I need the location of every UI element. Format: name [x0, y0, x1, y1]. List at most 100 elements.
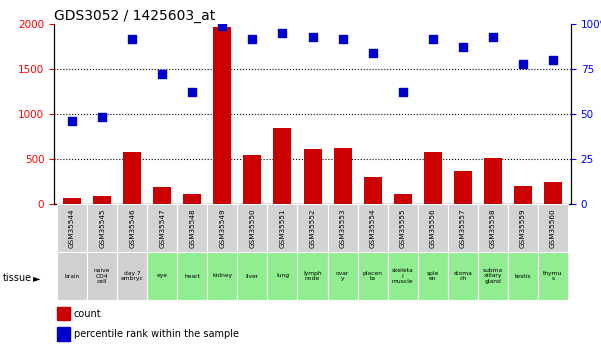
Text: stoma
ch: stoma ch: [453, 270, 472, 282]
Bar: [424, 152, 442, 204]
Text: GSM35546: GSM35546: [129, 208, 135, 247]
Text: GSM35560: GSM35560: [550, 208, 556, 247]
Point: [218, 23, 227, 29]
Bar: [304, 149, 322, 204]
Bar: [147, 252, 177, 300]
Bar: [538, 204, 568, 252]
Text: testis: testis: [514, 274, 531, 278]
Bar: [237, 204, 267, 252]
Bar: [153, 187, 171, 204]
Bar: [514, 186, 532, 204]
Bar: [56, 307, 70, 320]
Text: GSM35559: GSM35559: [520, 208, 526, 247]
Bar: [364, 177, 382, 204]
Text: lung: lung: [276, 274, 289, 278]
Bar: [328, 252, 358, 300]
Bar: [123, 152, 141, 204]
Point: [518, 61, 528, 66]
Text: GSM35545: GSM35545: [99, 208, 105, 247]
Point: [488, 34, 498, 39]
Text: subma
xillary
gland: subma xillary gland: [483, 268, 503, 284]
Point: [188, 90, 197, 95]
Point: [308, 34, 317, 39]
Bar: [93, 196, 111, 204]
Text: GSM35558: GSM35558: [490, 208, 496, 247]
Bar: [478, 204, 508, 252]
Text: brain: brain: [64, 274, 80, 278]
Bar: [243, 155, 261, 204]
Bar: [544, 182, 562, 204]
Bar: [207, 204, 237, 252]
Text: GSM35556: GSM35556: [430, 208, 436, 247]
Bar: [358, 204, 388, 252]
Bar: [147, 204, 177, 252]
Bar: [508, 252, 538, 300]
Text: ovar
y: ovar y: [336, 270, 349, 282]
Bar: [63, 198, 81, 204]
Bar: [358, 252, 388, 300]
Text: GSM35554: GSM35554: [370, 208, 376, 247]
Bar: [237, 252, 267, 300]
Point: [157, 72, 167, 77]
Point: [248, 36, 257, 41]
Text: skeleta
l
muscle: skeleta l muscle: [392, 268, 413, 284]
Text: GSM35557: GSM35557: [460, 208, 466, 247]
Bar: [56, 327, 70, 341]
Text: thymu
s: thymu s: [543, 270, 563, 282]
Text: GSM35547: GSM35547: [159, 208, 165, 247]
Bar: [484, 158, 502, 204]
Text: placen
ta: placen ta: [362, 270, 383, 282]
Bar: [478, 252, 508, 300]
Bar: [297, 252, 328, 300]
Bar: [57, 204, 87, 252]
Bar: [328, 204, 358, 252]
Bar: [418, 252, 448, 300]
Point: [338, 36, 347, 41]
Text: day 7
embryc: day 7 embryc: [121, 270, 144, 282]
Bar: [87, 252, 117, 300]
Point: [97, 115, 107, 120]
Bar: [448, 252, 478, 300]
Bar: [183, 194, 201, 204]
Text: sple
en: sple en: [427, 270, 439, 282]
Text: GSM35551: GSM35551: [279, 208, 285, 247]
Bar: [267, 252, 297, 300]
Point: [428, 36, 438, 41]
Text: liver: liver: [246, 274, 259, 278]
Bar: [57, 252, 87, 300]
Text: GSM35555: GSM35555: [400, 208, 406, 247]
Text: GSM35544: GSM35544: [69, 208, 75, 247]
Text: heart: heart: [185, 274, 200, 278]
Bar: [508, 204, 538, 252]
Text: GSM35548: GSM35548: [189, 208, 195, 247]
Bar: [454, 171, 472, 204]
Bar: [177, 204, 207, 252]
Text: GSM35550: GSM35550: [249, 208, 255, 247]
Text: GSM35553: GSM35553: [340, 208, 346, 247]
Point: [67, 118, 77, 124]
Bar: [273, 128, 291, 204]
Point: [398, 90, 407, 95]
Bar: [177, 252, 207, 300]
Text: count: count: [74, 309, 102, 318]
Point: [548, 57, 558, 63]
Bar: [394, 194, 412, 204]
Text: ►: ►: [33, 273, 40, 283]
Text: GSM35552: GSM35552: [310, 208, 316, 247]
Bar: [213, 27, 231, 204]
Bar: [334, 148, 352, 204]
Bar: [388, 252, 418, 300]
Text: GDS3052 / 1425603_at: GDS3052 / 1425603_at: [54, 9, 215, 23]
Bar: [538, 252, 568, 300]
Point: [458, 45, 468, 50]
Bar: [418, 204, 448, 252]
Bar: [207, 252, 237, 300]
Text: kidney: kidney: [212, 274, 233, 278]
Text: tissue: tissue: [3, 273, 32, 283]
Text: naive
CD4
cell: naive CD4 cell: [94, 268, 111, 284]
Text: percentile rank within the sample: percentile rank within the sample: [74, 329, 239, 339]
Bar: [388, 204, 418, 252]
Bar: [267, 204, 297, 252]
Text: eye: eye: [157, 274, 168, 278]
Text: GSM35549: GSM35549: [219, 208, 225, 247]
